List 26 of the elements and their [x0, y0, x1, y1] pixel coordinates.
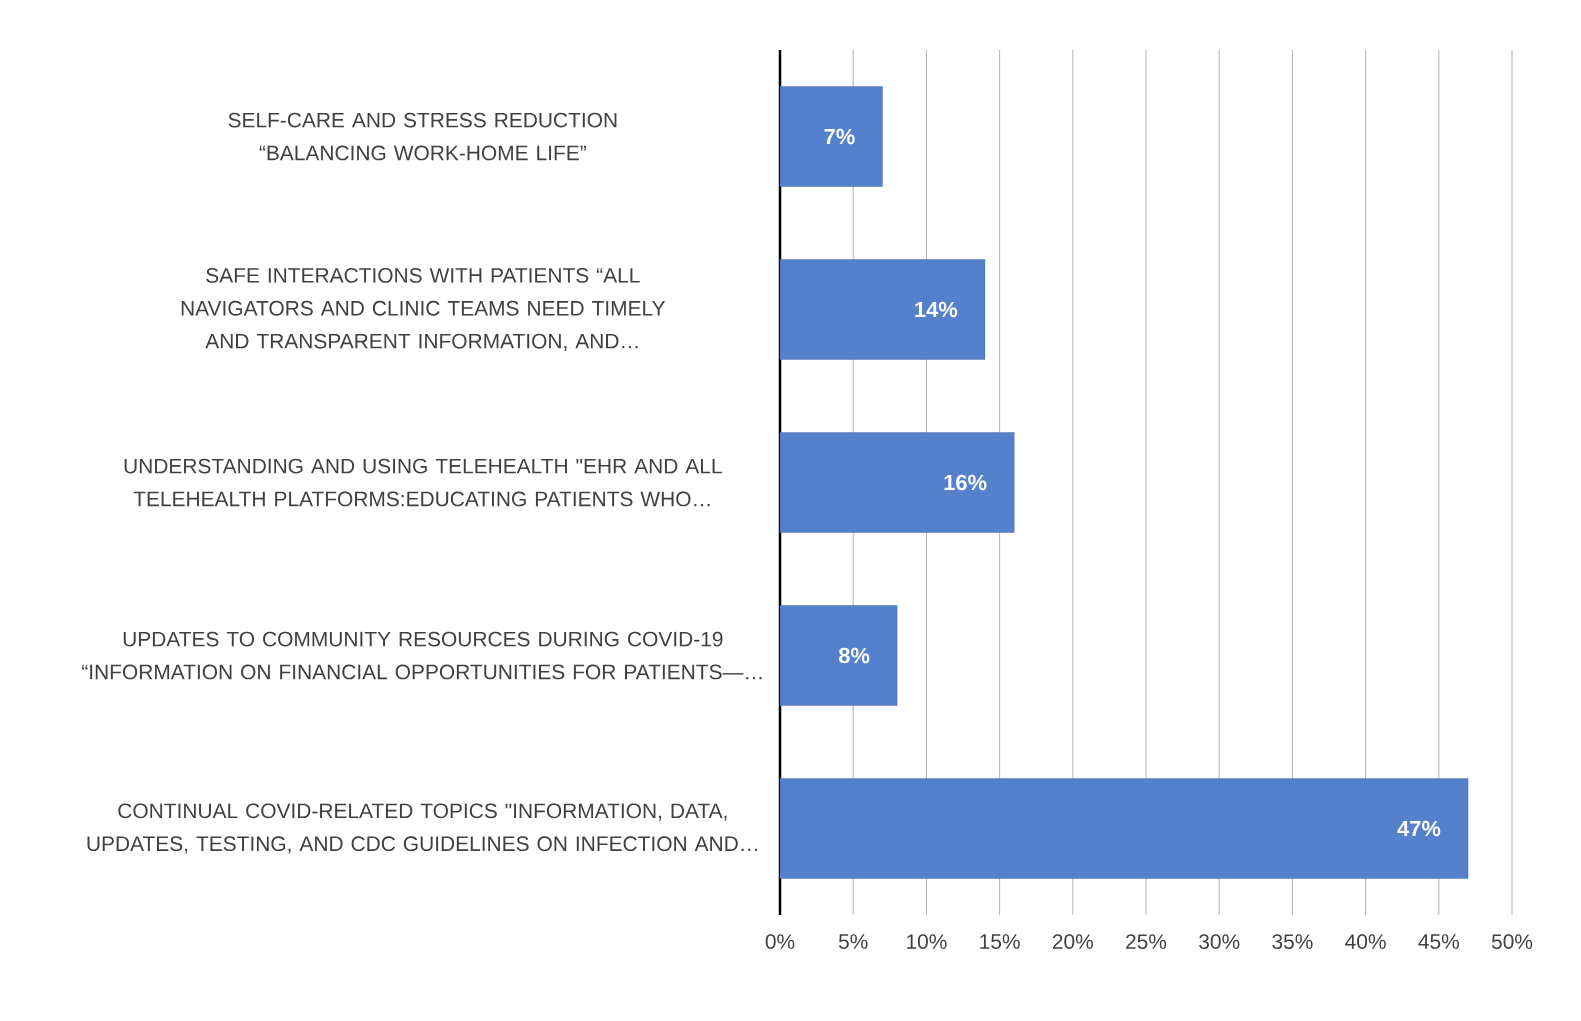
x-tick-label: 10%	[907, 934, 947, 949]
y-tick-label: UPDATES TO COMMUNITY RESOURCES DURING COVID-19 “INFORMATION ON FINANCIAL OPPORTUNITIES FOR PATIENTS—…	[82, 631, 762, 680]
data-label: 16%	[944, 474, 987, 491]
bar	[779, 778, 1469, 879]
x-tick-label: 50%	[1491, 934, 1533, 949]
x-tick-label: 30%	[1199, 934, 1240, 949]
y-tick-label: SELF-CARE AND STRESS REDUCTION “BALANCING WORK-HOME LIFE”	[228, 112, 617, 161]
y-tick-label: UNDERSTANDING AND USING TELEHEALTH "EHR AND ALL TELEHEALTH PLATFORMS:EDUCATING PATIENTS WHO…	[124, 458, 722, 507]
x-tick-label: 5%	[838, 934, 868, 949]
y-tick-label: SAFE INTERACTIONS WITH PATIENTS “ALL NAVIGATORS AND CLINIC TEAMS NEED TIMELY AND TRANSPARENT INFORMATION, AND…	[181, 267, 666, 352]
data-label: 47%	[1397, 820, 1441, 837]
data-label: 14%	[915, 301, 958, 318]
x-tick-label: 15%	[980, 934, 1020, 949]
data-label: 8%	[838, 647, 870, 664]
data-label: 7%	[824, 128, 855, 145]
x-tick-label: 20%	[1052, 934, 1093, 949]
x-tick-label: 45%	[1418, 934, 1459, 949]
x-tick-label: 0%	[765, 934, 795, 949]
y-tick-label: CONTINUAL COVID-RELATED TOPICS "INFORMATION, DATA, UPDATES, TESTING, AND CDC GUIDELINES ON INFECTION AND…	[87, 803, 757, 854]
x-tick-label: 40%	[1345, 934, 1386, 949]
x-tick-label: 25%	[1126, 934, 1167, 949]
bar	[779, 432, 1015, 533]
bar	[779, 259, 986, 360]
bar	[779, 86, 883, 187]
bar	[779, 605, 898, 706]
x-tick-label: 35%	[1272, 934, 1313, 949]
